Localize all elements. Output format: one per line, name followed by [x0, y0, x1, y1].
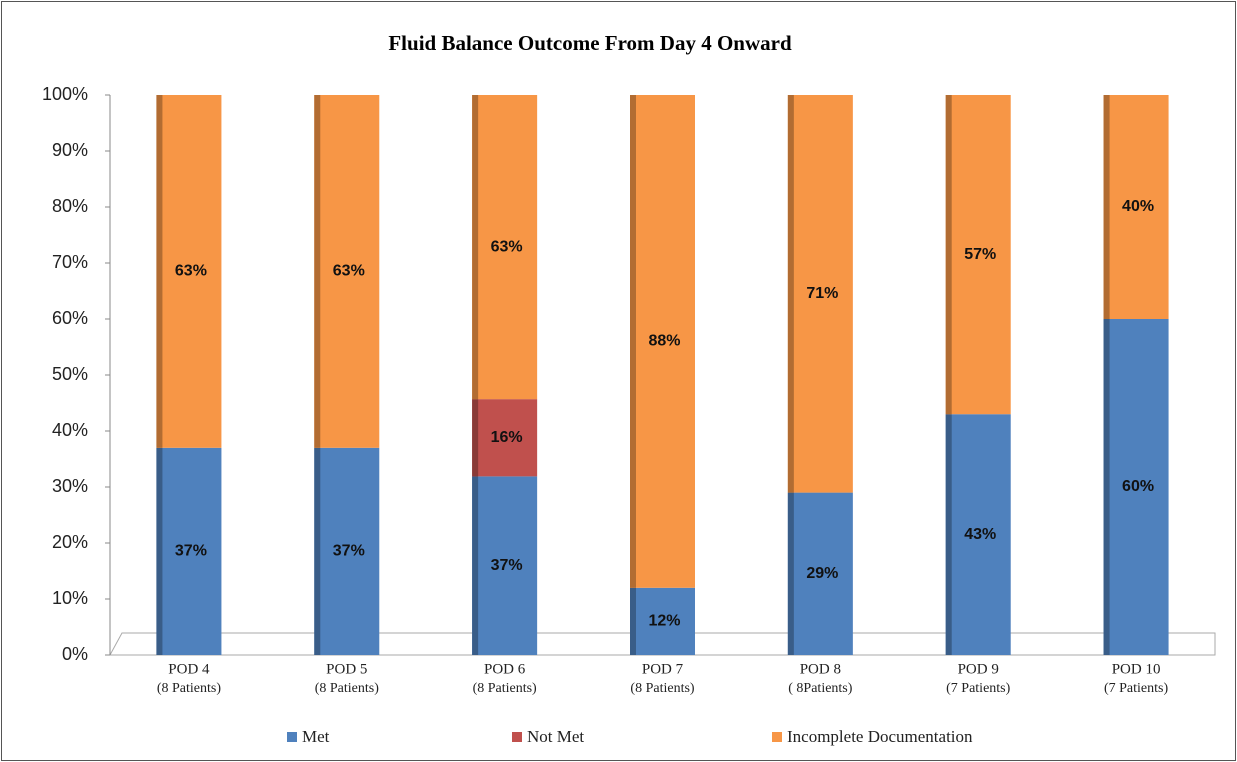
x-tick-label: (8 Patients): [315, 681, 379, 696]
x-tick-label: POD 10: [1112, 661, 1161, 677]
y-tick-label: 60%: [52, 308, 88, 328]
y-tick-label: 100%: [42, 84, 88, 104]
x-tick-label: (7 Patients): [1104, 681, 1168, 696]
bar-side: [945, 414, 952, 655]
legend-label: Not Met: [527, 727, 584, 746]
bar-segment: [314, 95, 380, 448]
y-tick-label: 0%: [62, 644, 88, 664]
y-tick-label: 70%: [52, 252, 88, 272]
bar-segment: [945, 414, 1011, 655]
chart-title: Fluid Balance Outcome From Day 4 Onward: [388, 31, 792, 55]
data-label: 37%: [491, 557, 523, 574]
legend-label: Incomplete Documentation: [787, 727, 973, 746]
x-tick-label: ( 8Patients): [788, 681, 852, 696]
x-tick-label: POD 7: [642, 661, 684, 677]
bar-side: [314, 95, 321, 448]
legend-swatch: [772, 732, 782, 742]
x-tick-label: POD 8: [800, 661, 841, 677]
bar-segment: [630, 95, 695, 588]
bar-side: [630, 95, 636, 588]
data-label: 63%: [333, 263, 365, 280]
y-tick-label: 40%: [52, 420, 88, 440]
data-label: 60%: [1122, 478, 1154, 495]
bar-side: [472, 476, 479, 655]
legend-label: Met: [302, 727, 330, 746]
bar-side: [787, 492, 794, 655]
x-tick-label: POD 9: [958, 661, 999, 677]
x-tick-label: (7 Patients): [946, 681, 1010, 696]
bar-side: [1103, 319, 1110, 655]
data-label: 16%: [491, 429, 523, 446]
bar-side: [1103, 95, 1110, 319]
bar-segment: [1103, 319, 1169, 655]
data-label: 37%: [333, 543, 365, 560]
bar-segment: [787, 95, 853, 493]
data-label: 57%: [964, 246, 996, 263]
x-tick-label: (8 Patients): [630, 681, 694, 696]
data-label: 88%: [648, 333, 680, 350]
y-tick-label: 90%: [52, 140, 88, 160]
legend-swatch: [512, 732, 522, 742]
legend-swatch: [287, 732, 297, 742]
bar-side: [945, 95, 952, 415]
x-tick-label: POD 5: [326, 661, 367, 677]
data-label: 63%: [175, 263, 207, 280]
x-tick-label: (8 Patients): [157, 681, 221, 696]
bar-side: [156, 95, 163, 448]
y-tick-label: 30%: [52, 476, 88, 496]
bar-side: [156, 447, 163, 655]
y-tick-label: 10%: [52, 588, 88, 608]
bar-side: [630, 587, 636, 655]
bar-segment: [787, 492, 853, 655]
bar-segment: [472, 476, 538, 655]
bar-segment: [156, 95, 222, 448]
bar-segment: [945, 95, 1011, 415]
bar-segment: [472, 95, 538, 400]
y-tick-label: 20%: [52, 532, 88, 552]
data-label: 63%: [491, 238, 523, 255]
data-label: 37%: [175, 543, 207, 560]
data-label: 12%: [648, 613, 680, 630]
bar-side: [314, 447, 321, 655]
bar-side: [472, 95, 479, 400]
bar-segment: [156, 447, 222, 655]
data-label: 40%: [1122, 198, 1154, 215]
data-label: 43%: [964, 526, 996, 543]
bar-segment: [1103, 95, 1169, 319]
data-label: 29%: [806, 565, 838, 582]
x-tick-label: (8 Patients): [473, 681, 537, 696]
data-label: 71%: [806, 285, 838, 302]
bar-segment: [472, 399, 538, 477]
y-tick-label: 50%: [52, 364, 88, 384]
x-tick-label: POD 4: [168, 661, 210, 677]
bar-side: [787, 95, 794, 493]
y-tick-label: 80%: [52, 196, 88, 216]
bar-segment: [630, 587, 695, 655]
bar-side: [472, 399, 479, 477]
x-tick-label: POD 6: [484, 661, 526, 677]
bar-segment: [314, 447, 380, 655]
